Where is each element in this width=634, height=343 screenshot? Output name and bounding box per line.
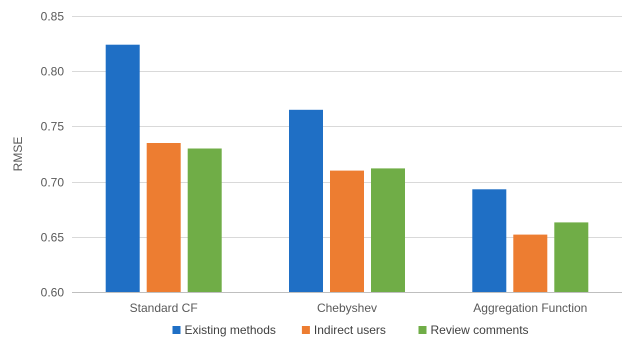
- bar-existing-methods: [472, 189, 506, 292]
- legend-item: Review comments: [419, 323, 529, 337]
- legend-item: Indirect users: [302, 323, 386, 337]
- legend-swatch: [173, 326, 181, 334]
- y-axis-title: RMSE: [11, 137, 25, 172]
- y-tick-label: 0.85: [41, 10, 65, 24]
- legend-label: Review comments: [431, 323, 529, 337]
- bar-review-comments: [554, 222, 588, 292]
- bar-indirect-users: [513, 235, 547, 292]
- legend-item: Existing methods: [173, 323, 276, 337]
- y-tick-label: 0.80: [41, 65, 65, 79]
- x-category-label: Aggregation Function: [473, 301, 587, 315]
- legend-swatch: [419, 326, 427, 334]
- x-category-label: Standard CF: [130, 301, 198, 315]
- bar-review-comments: [188, 149, 222, 293]
- y-tick-label: 0.60: [41, 286, 65, 300]
- legend-swatch: [302, 326, 310, 334]
- bars: [106, 45, 589, 292]
- legend-label: Existing methods: [185, 323, 276, 337]
- bar-existing-methods: [106, 45, 140, 292]
- x-axis-category-labels: Standard CF Chebyshev Aggregation Function: [130, 301, 588, 315]
- y-tick-label: 0.75: [41, 120, 65, 134]
- bar-indirect-users: [147, 143, 181, 292]
- bar-indirect-users: [330, 171, 364, 292]
- y-tick-label: 0.70: [41, 176, 65, 190]
- legend-label: Indirect users: [314, 323, 386, 337]
- legend: Existing methods Indirect users Review com…: [173, 323, 529, 337]
- x-category-label: Chebyshev: [317, 301, 377, 315]
- bar-existing-methods: [289, 110, 323, 292]
- y-tick-label: 0.65: [41, 231, 65, 245]
- bar-review-comments: [371, 168, 405, 292]
- y-axis-tick-labels: 0.60 0.65 0.70 0.75 0.80 0.85: [41, 10, 65, 300]
